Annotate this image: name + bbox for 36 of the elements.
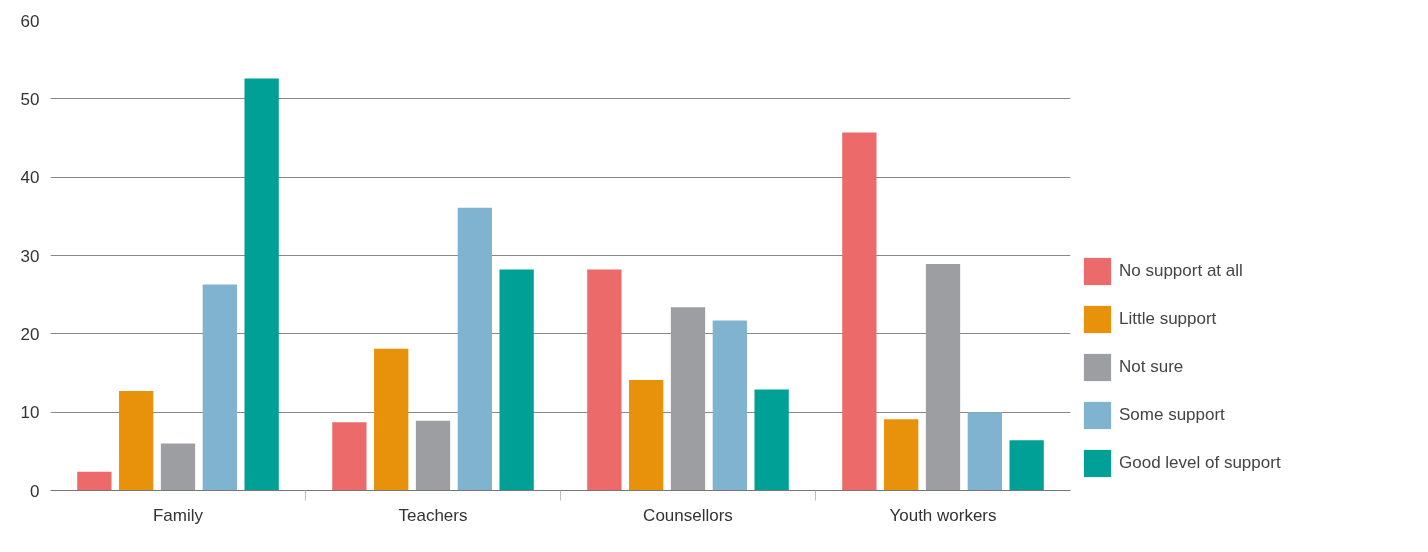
bar	[629, 380, 664, 491]
bar	[712, 320, 747, 491]
bar	[77, 471, 112, 491]
y-tick-label: 50	[20, 89, 40, 109]
bar	[457, 207, 492, 491]
bar	[332, 422, 367, 491]
bar	[967, 412, 1002, 491]
bar	[119, 391, 154, 491]
y-tick-label: 60	[20, 11, 40, 31]
y-tick-label: 20	[20, 324, 40, 344]
bar	[499, 269, 534, 491]
bar	[670, 307, 706, 491]
legend-label: Little support	[1119, 309, 1217, 329]
bar	[587, 269, 622, 491]
y-tick-label: 30	[20, 246, 40, 266]
legend-label: No support at all	[1119, 261, 1243, 281]
legend-label: Not sure	[1119, 357, 1184, 377]
legend-label: Some support	[1119, 405, 1225, 425]
x-tick-label: Counsellors	[643, 505, 733, 525]
legend-label: Good level of support	[1119, 453, 1281, 473]
bar	[374, 348, 409, 491]
x-tick-label: Family	[152, 505, 204, 525]
bar	[202, 284, 237, 491]
y-tick-label: 0	[30, 481, 40, 501]
x-tick-label: Youth workers	[889, 505, 997, 525]
x-tick-label: Teachers	[398, 505, 468, 525]
bar	[842, 132, 877, 491]
bar	[1009, 440, 1044, 491]
y-tick-label: 10	[20, 403, 40, 423]
bar	[160, 443, 196, 491]
bar	[244, 78, 279, 491]
bar	[884, 419, 919, 491]
y-tick-label: 40	[20, 168, 40, 188]
bar	[754, 389, 789, 491]
bar	[415, 420, 451, 491]
bar	[925, 264, 961, 491]
